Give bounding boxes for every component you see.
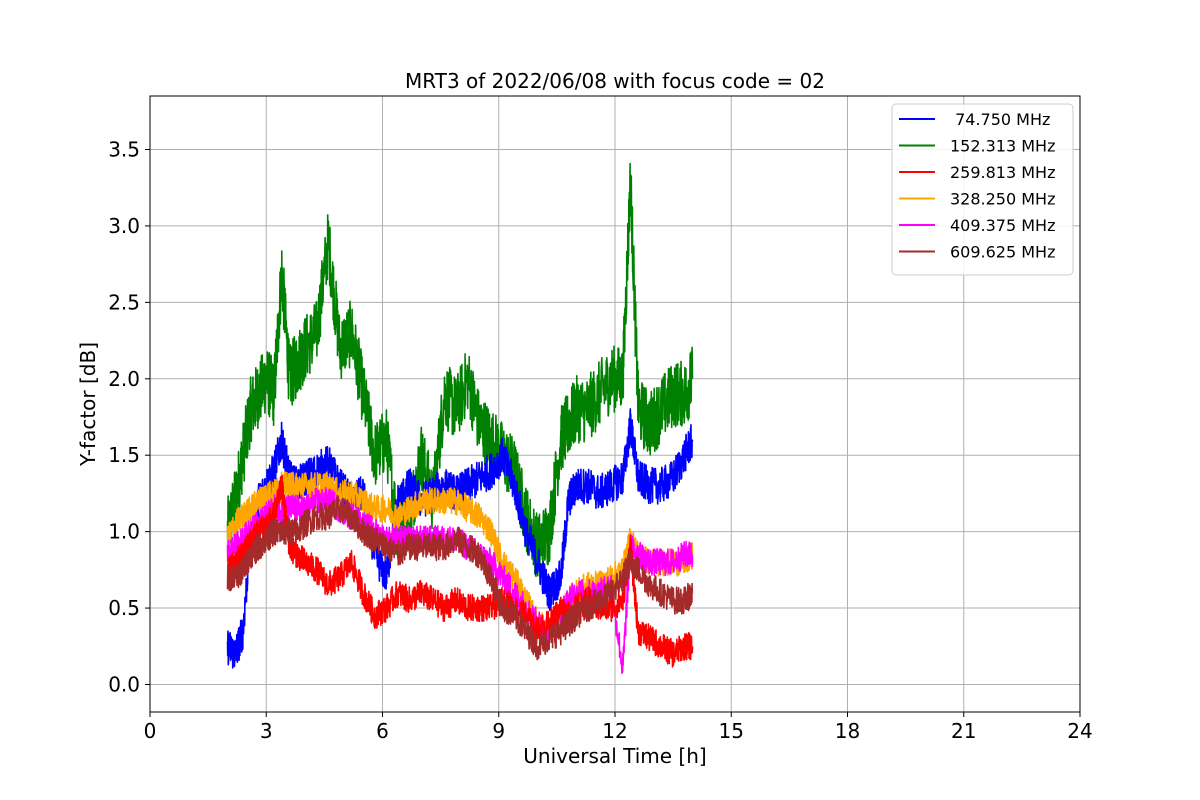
series-line <box>226 495 694 661</box>
legend: 74.750 MHz 152.313 MHz 259.813 MHz 328.250 … <box>891 103 1074 276</box>
x-tick-label: 21 <box>951 719 976 743</box>
x-tick-label: 0 <box>144 719 157 743</box>
y-axis-ticks: 0.0 0.5 1.0 1.5 2.0 2.5 3.0 3.5 <box>108 137 150 696</box>
x-tick-label: 12 <box>602 719 627 743</box>
legend-entry: 409.375 MHz <box>950 216 1055 235</box>
y-tick-label: 0.0 <box>108 672 140 696</box>
legend-entry: 328.250 MHz <box>950 190 1055 209</box>
series-line <box>226 474 694 668</box>
legend-entry: 152.313 MHz <box>950 137 1055 156</box>
y-tick-label: 1.0 <box>108 520 140 544</box>
legend-box <box>891 103 1074 276</box>
x-tick-label: 18 <box>835 719 860 743</box>
x-tick-label: 3 <box>260 719 273 743</box>
x-axis-label: Universal Time [h] <box>523 744 706 768</box>
y-tick-label: 3.5 <box>108 137 140 161</box>
series-line <box>226 162 694 578</box>
chart-title: MRT3 of 2022/06/08 with focus code = 02 <box>405 69 825 93</box>
y-tick-label: 3.0 <box>108 214 140 238</box>
x-tick-label: 6 <box>376 719 389 743</box>
legend-entry: 259.813 MHz <box>950 163 1055 182</box>
x-tick-label: 15 <box>719 719 744 743</box>
x-axis-ticks: 0 3 6 9 12 15 18 21 24 <box>144 712 1093 743</box>
y-tick-label: 2.0 <box>108 367 140 391</box>
plot-series <box>226 162 694 675</box>
x-tick-label: 9 <box>492 719 505 743</box>
y-tick-label: 2.5 <box>108 290 140 314</box>
y-tick-label: 0.5 <box>108 596 140 620</box>
legend-entry: 609.625 MHz <box>950 243 1055 262</box>
x-tick-label: 24 <box>1067 719 1092 743</box>
series-line <box>226 408 694 669</box>
legend-entry: 74.750 MHz <box>950 110 1050 129</box>
y-axis-label: Y-factor [dB] <box>76 342 100 467</box>
y-tick-label: 1.5 <box>108 443 140 467</box>
